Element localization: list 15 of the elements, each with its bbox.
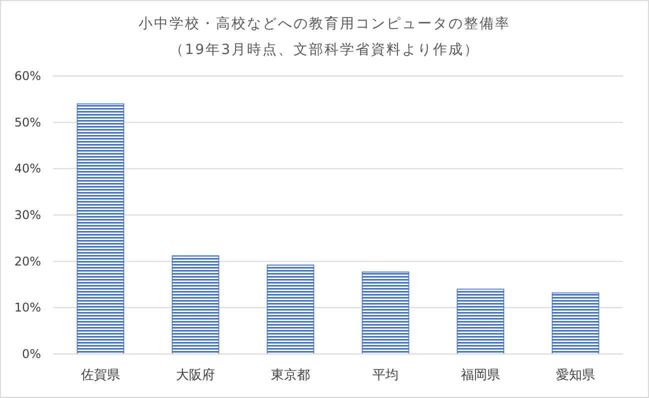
chart-subtitle: （19年3月時点、文部科学省資料より作成） [169, 42, 480, 58]
y-tick-label: 40% [14, 162, 41, 176]
y-tick-label: 0% [22, 347, 41, 361]
x-tick-label: 平均 [372, 368, 398, 383]
y-tick-label: 30% [14, 208, 41, 222]
chart-title: 小中学校・高校などへの教育用コンピュータの整備率 [138, 15, 510, 32]
y-tick-label: 20% [14, 254, 41, 268]
x-tick-label: 愛知県 [556, 368, 595, 383]
x-tick-label: 佐賀県 [81, 368, 120, 383]
x-tick-label: 福岡県 [461, 368, 500, 383]
y-tick-label: 50% [14, 115, 41, 130]
y-tick-label: 10% [14, 300, 41, 315]
y-tick-label: 60% [14, 69, 41, 83]
x-tick-label: 東京都 [271, 368, 310, 383]
x-tick-label: 大阪府 [176, 367, 215, 383]
